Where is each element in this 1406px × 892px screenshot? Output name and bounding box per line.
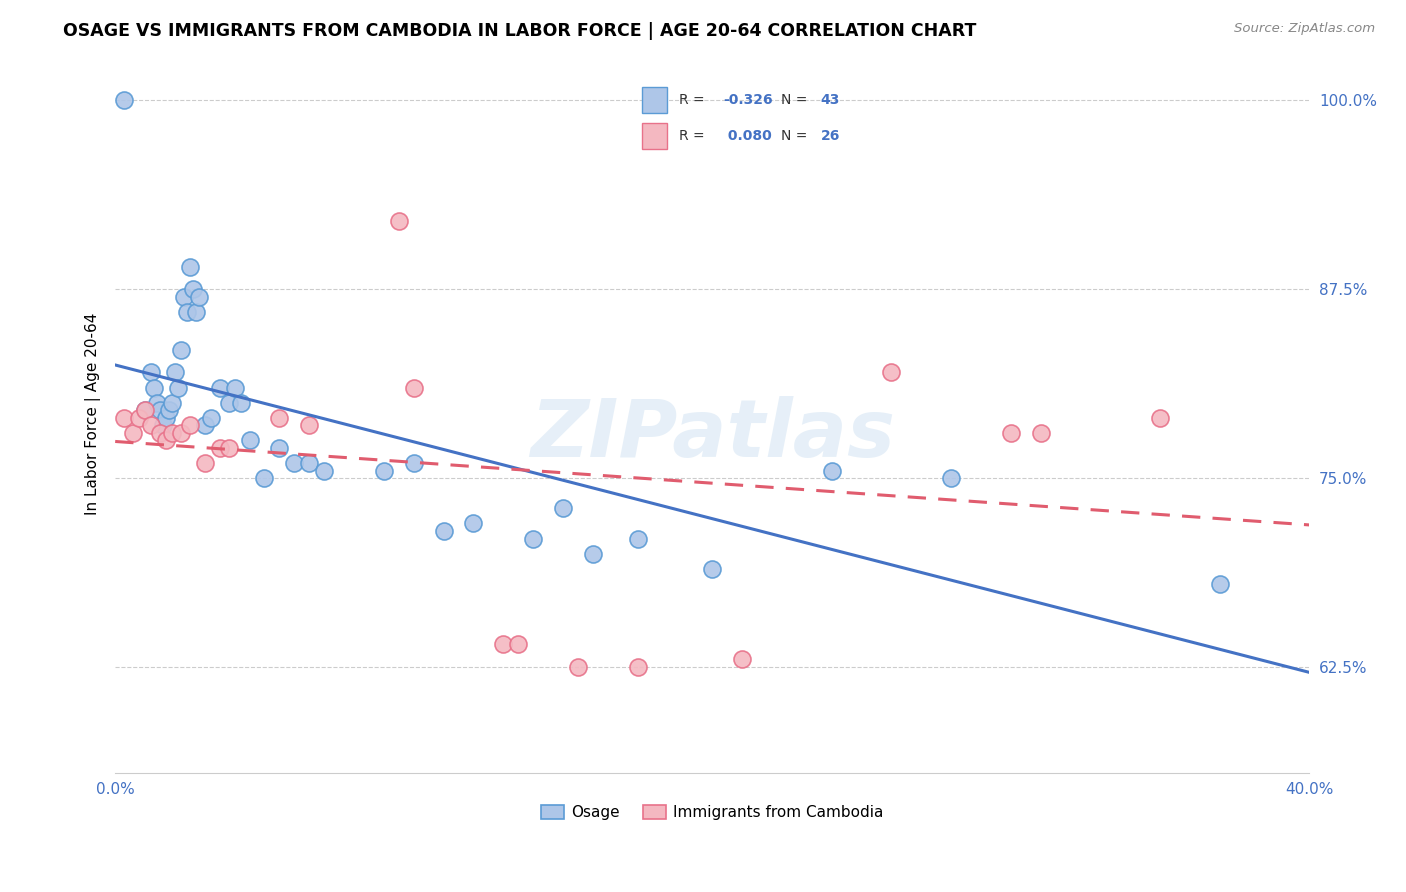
Point — [170, 343, 193, 357]
Point — [880, 365, 903, 379]
Point — [551, 501, 574, 516]
Point — [208, 380, 231, 394]
Point — [820, 464, 842, 478]
Point — [155, 434, 177, 448]
Point — [582, 547, 605, 561]
Point — [253, 471, 276, 485]
Point — [224, 380, 246, 394]
Text: ZIPatlas: ZIPatlas — [530, 396, 894, 475]
Point — [208, 441, 231, 455]
Point — [1029, 425, 1052, 440]
Legend: Osage, Immigrants from Cambodia: Osage, Immigrants from Cambodia — [534, 799, 890, 826]
Point — [731, 652, 754, 666]
Point — [388, 214, 411, 228]
Point — [139, 418, 162, 433]
Point — [218, 395, 240, 409]
Point — [402, 380, 425, 394]
Point — [314, 464, 336, 478]
Point — [373, 464, 395, 478]
Point — [1000, 425, 1022, 440]
Point — [160, 425, 183, 440]
Point — [402, 456, 425, 470]
Point — [194, 418, 217, 433]
Point — [157, 403, 180, 417]
Point — [143, 380, 166, 394]
Point — [283, 456, 305, 470]
Point — [112, 410, 135, 425]
Point — [122, 425, 145, 440]
Point — [626, 532, 648, 546]
Point — [492, 637, 515, 651]
Point — [152, 418, 174, 433]
Point — [298, 418, 321, 433]
Point — [149, 425, 172, 440]
Point — [187, 290, 209, 304]
Point — [432, 524, 454, 538]
Point — [1208, 577, 1230, 591]
Text: Source: ZipAtlas.com: Source: ZipAtlas.com — [1234, 22, 1375, 36]
Point — [170, 425, 193, 440]
Point — [160, 395, 183, 409]
Point — [298, 456, 321, 470]
Y-axis label: In Labor Force | Age 20-64: In Labor Force | Age 20-64 — [86, 313, 101, 515]
Point — [134, 403, 156, 417]
Point — [179, 418, 201, 433]
Point — [163, 365, 186, 379]
Point — [702, 562, 724, 576]
Point — [269, 441, 291, 455]
Point — [238, 434, 260, 448]
Point — [155, 410, 177, 425]
Point — [522, 532, 544, 546]
Point — [181, 282, 204, 296]
Point — [146, 395, 169, 409]
Point — [149, 403, 172, 417]
Point — [167, 380, 190, 394]
Point — [269, 410, 291, 425]
Point — [567, 660, 589, 674]
Point — [112, 94, 135, 108]
Point — [128, 410, 150, 425]
Point — [194, 456, 217, 470]
Point — [218, 441, 240, 455]
Text: OSAGE VS IMMIGRANTS FROM CAMBODIA IN LABOR FORCE | AGE 20-64 CORRELATION CHART: OSAGE VS IMMIGRANTS FROM CAMBODIA IN LAB… — [63, 22, 977, 40]
Point — [463, 516, 485, 531]
Point — [184, 305, 207, 319]
Point — [229, 395, 252, 409]
Point — [200, 410, 222, 425]
Point — [134, 403, 156, 417]
Point — [1149, 410, 1171, 425]
Point — [939, 471, 962, 485]
Point — [508, 637, 530, 651]
Point — [176, 305, 198, 319]
Point — [179, 260, 201, 274]
Point — [139, 365, 162, 379]
Point — [626, 660, 648, 674]
Point — [173, 290, 195, 304]
